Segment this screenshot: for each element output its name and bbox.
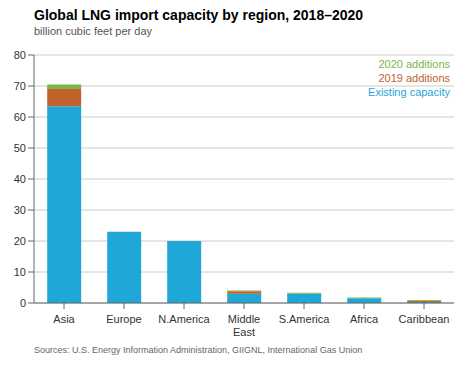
svg-text:Asia: Asia bbox=[53, 313, 75, 325]
svg-text:0: 0 bbox=[20, 297, 26, 309]
svg-text:50: 50 bbox=[14, 142, 26, 154]
svg-text:40: 40 bbox=[14, 173, 26, 185]
svg-text:Europe: Europe bbox=[106, 313, 141, 325]
html-text:Sources: U.S. Energy Informati: Sources: U.S. Energy Information Adminis… bbox=[34, 345, 363, 355]
svg-text:60: 60 bbox=[14, 111, 26, 123]
svg-text:20: 20 bbox=[14, 235, 26, 247]
html-text:2020 additions: 2020 additions bbox=[378, 58, 450, 70]
html-text:Global LNG import capacity by: Global LNG import capacity by region, 20… bbox=[34, 7, 364, 23]
svg-text:S.America: S.America bbox=[279, 313, 331, 325]
svg-text:70: 70 bbox=[14, 80, 26, 92]
svg-text:MiddleEast: MiddleEast bbox=[228, 313, 260, 338]
html-text:billion cubic feet per day: billion cubic feet per day bbox=[34, 25, 152, 37]
html-text:Existing capacity: Existing capacity bbox=[368, 86, 450, 98]
svg-text:Caribbean: Caribbean bbox=[399, 313, 450, 325]
svg-text:N.America: N.America bbox=[158, 313, 210, 325]
html-text:2019 additions: 2019 additions bbox=[378, 72, 450, 84]
svg-text:30: 30 bbox=[14, 204, 26, 216]
svg-text:80: 80 bbox=[14, 49, 26, 61]
svg-text:10: 10 bbox=[14, 266, 26, 278]
svg-text:Africa: Africa bbox=[350, 313, 379, 325]
